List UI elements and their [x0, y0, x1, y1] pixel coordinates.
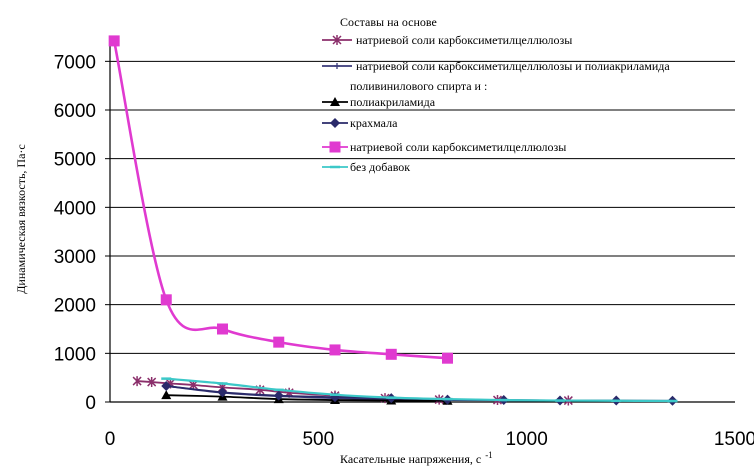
- series-4-point-4: [329, 344, 341, 356]
- series-4-point-5: [385, 348, 397, 360]
- x-axis-label-text: Касательные напряжения, с: [340, 452, 481, 466]
- series-4-point-1: [160, 294, 172, 306]
- legend-swatch-marker-3: [330, 118, 340, 128]
- legend-entry-0: натриевой соли карбоксиметилцеллюлозы: [322, 33, 572, 47]
- legend-entry-3: крахмала: [322, 116, 398, 130]
- legend-swatch-marker-4: [329, 141, 341, 153]
- legend-header: Составы на основе: [340, 15, 437, 29]
- axes: [109, 37, 735, 403]
- y-tick-label-3: 3000: [54, 247, 96, 268]
- y-tick-labels: 0 1000 2000 3000 4000 5000 6000 7000: [54, 52, 110, 414]
- series-2-point-0: [161, 390, 172, 400]
- x-axis-label: Касательные напряжения, с -1: [340, 450, 493, 466]
- series-group: [108, 35, 678, 406]
- x-tick-label-2: 1000: [506, 429, 548, 450]
- legend-entry-4: натриевой соли карбоксиметилцеллюлозы: [322, 140, 566, 154]
- legend: Составы на основе поливинилового спирта …: [322, 15, 670, 174]
- legend-swatch-marker-2: [330, 97, 340, 106]
- x-tick-label-0: 0: [105, 429, 116, 450]
- series-3-point-0: [161, 380, 172, 391]
- x-axis-label-sup: -1: [485, 450, 493, 460]
- y-tick-label-0: 0: [85, 393, 96, 414]
- series-4-point-2: [217, 323, 228, 335]
- legend-label-0: натриевой соли карбоксиметилцеллюлозы: [356, 33, 572, 47]
- gridlines: [110, 60, 735, 354]
- y-tick-label-4: 4000: [54, 198, 96, 219]
- series-4-point-3: [273, 336, 285, 348]
- series-0-point-0: [132, 376, 142, 387]
- series-4-point-0: [108, 35, 120, 47]
- legend-label-4: натриевой соли карбоксиметилцеллюлозы: [350, 140, 566, 154]
- series-5: [161, 377, 678, 403]
- y-tick-label-6: 6000: [54, 101, 96, 122]
- legend-entry-5: без добавок: [322, 160, 410, 174]
- series-4-point-6: [442, 352, 453, 364]
- series-5-line: [166, 377, 673, 403]
- legend-entry-1: натриевой соли карбоксиметилцеллюлозы и …: [322, 59, 670, 73]
- series-2-line: [166, 394, 448, 402]
- y-axis-label: Динамическая вязкость, Па·с: [14, 144, 28, 294]
- legend-swatch-marker-0: [332, 35, 342, 45]
- x-tick-label-3: 1500: [714, 429, 754, 450]
- y-tick-label-5: 5000: [54, 150, 96, 171]
- legend-label-5: без добавок: [350, 160, 410, 174]
- series-3-point-2: [273, 390, 284, 401]
- series-4-line: [112, 40, 448, 360]
- legend-label-3: крахмала: [350, 116, 398, 130]
- legend-label-1: натриевой соли карбоксиметилцеллюлозы и …: [356, 59, 670, 73]
- legend-note: поливинилового спирта и :: [350, 79, 487, 93]
- legend-entry-2: полиакриламида: [322, 95, 436, 109]
- series-3-point-1: [217, 387, 228, 398]
- x-tick-labels: 0 500 1000 1500: [105, 429, 754, 450]
- series-4: [108, 35, 453, 364]
- x-tick-label-1: 500: [302, 429, 334, 450]
- legend-label-2: полиакриламида: [350, 95, 436, 109]
- y-tick-label-7: 7000: [54, 52, 96, 73]
- y-tick-label-2: 2000: [54, 296, 96, 317]
- legend-swatch-marker-1: [334, 63, 340, 69]
- y-tick-label-1: 1000: [54, 344, 96, 365]
- series-0-point-1: [147, 377, 157, 388]
